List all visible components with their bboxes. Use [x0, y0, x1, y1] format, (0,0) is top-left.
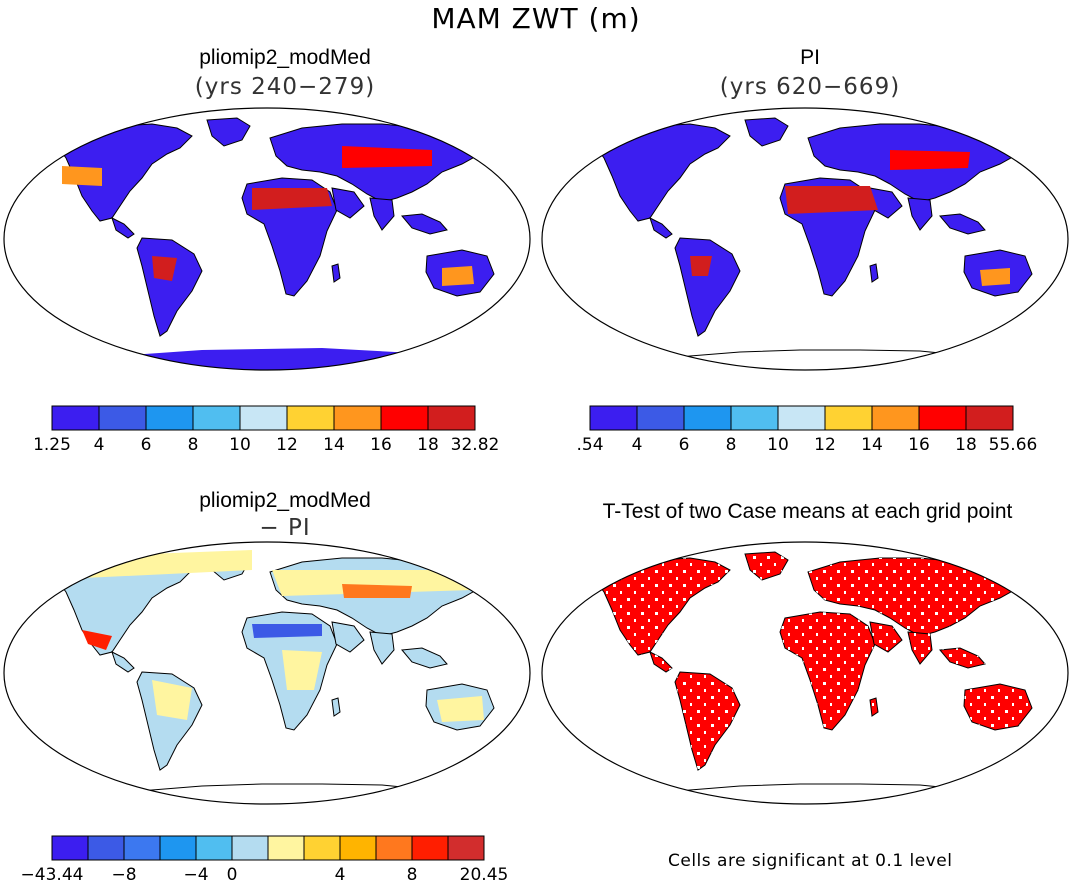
colorbar-pi-swatch — [918, 405, 967, 431]
colorbar-diff-swatch — [51, 835, 89, 861]
colorbar-modmed: 1.25 4 6 8 10 12 14 16 18 32.82 — [33, 405, 499, 455]
colorbar-diff-swatch — [375, 835, 413, 861]
colorbar-pi-tick-label: .54 — [576, 435, 603, 455]
colorbar-pi-tick-label: 10 — [767, 435, 789, 455]
colorbar-pi-tick-label: 16 — [908, 435, 930, 455]
map-diff — [3, 541, 531, 805]
colorbar-diff-swatch — [447, 835, 485, 861]
colorbar-diff-tick-label: −43.44 — [21, 865, 84, 885]
colorbar-pi-tick-label: 18 — [955, 435, 977, 455]
colorbar-modmed-tick-label: 16 — [370, 435, 392, 455]
colorbar-modmed-swatch — [286, 405, 335, 431]
map-pi — [541, 107, 1069, 371]
colorbar-diff-tick-label: 4 — [335, 865, 346, 885]
colorbar-pi-swatch — [730, 405, 779, 431]
colorbar-diff-tick-label: 8 — [407, 865, 418, 885]
significance-note: Cells are significant at 0.1 level — [668, 851, 953, 871]
figure-title: MAM ZWT (m) — [431, 2, 641, 35]
colorbar-modmed-tick-label: 18 — [417, 435, 439, 455]
colorbar-pi-tick-label: 4 — [632, 435, 643, 455]
colorbar-pi-tick-label: 8 — [726, 435, 737, 455]
colorbar-modmed-tick-label: 12 — [276, 435, 298, 455]
colorbar-modmed-swatch — [380, 405, 429, 431]
panel-title-modmed: pliomip2_modMed — [199, 46, 371, 69]
colorbar-diff-tick-label: −8 — [111, 865, 136, 885]
colorbar-modmed-tick-label: 8 — [188, 435, 199, 455]
colorbar-diff-swatch — [159, 835, 197, 861]
panel-title-pi: PI — [800, 46, 820, 69]
colorbar-diff-swatch — [231, 835, 269, 861]
colorbar-diff-swatch — [87, 835, 125, 861]
colorbar-pi-swatch — [824, 405, 873, 431]
colorbar-diff-swatch — [339, 835, 377, 861]
colorbar-modmed-tick-label: 6 — [141, 435, 152, 455]
colorbar-modmed-swatch — [333, 405, 382, 431]
colorbar-pi-swatch — [777, 405, 826, 431]
colorbar-pi-tick-label: 55.66 — [989, 435, 1038, 455]
colorbar-pi-swatch — [965, 405, 1014, 431]
colorbar-pi-tick-label: 12 — [814, 435, 836, 455]
colorbar-diff-swatch — [267, 835, 305, 861]
colorbar-modmed-tick-label: 32.82 — [451, 435, 500, 455]
colorbar-pi: .54 4 6 8 10 12 14 16 18 55.66 — [576, 405, 1037, 455]
colorbar-modmed-swatch — [427, 405, 476, 431]
panel-subtitle-diff: − PI — [259, 515, 311, 541]
map-ttest — [541, 541, 1069, 805]
colorbar-modmed-tick-label: 10 — [229, 435, 251, 455]
colorbar-modmed-swatch — [239, 405, 288, 431]
map-modmed — [3, 107, 531, 371]
colorbar-pi-swatch — [683, 405, 732, 431]
colorbar-pi-swatch — [636, 405, 685, 431]
colorbar-modmed-tick-label: 4 — [94, 435, 105, 455]
colorbar-pi-tick-label: 14 — [861, 435, 883, 455]
colorbar-diff-swatch — [195, 835, 233, 861]
panel-title-ttest: T-Test of two Case means at each grid po… — [602, 500, 1013, 523]
colorbar-diff-swatch — [303, 835, 341, 861]
colorbar-pi-swatch — [871, 405, 920, 431]
colorbar-modmed-swatch — [51, 405, 100, 431]
colorbar-diff-tick-label: 20.45 — [460, 865, 509, 885]
colorbar-pi-swatch — [589, 405, 638, 431]
colorbar-modmed-tick-label: 14 — [323, 435, 345, 455]
colorbar-diff-swatch — [411, 835, 449, 861]
colorbar-diff: −43.44 −8 −4 0 4 8 20.45 — [21, 835, 508, 885]
colorbar-diff-tick-label: 0 — [227, 865, 238, 885]
colorbar-diff-swatch — [123, 835, 161, 861]
colorbar-pi-tick-label: 6 — [679, 435, 690, 455]
panel-subtitle-pi: (yrs 620−669) — [719, 74, 901, 100]
panel-title-diff: pliomip2_modMed — [199, 489, 371, 512]
colorbar-modmed-swatch — [145, 405, 194, 431]
colorbar-modmed-tick-label: 1.25 — [33, 435, 71, 455]
colorbar-modmed-swatch — [192, 405, 241, 431]
colorbar-diff-tick-label: −4 — [183, 865, 208, 885]
panel-subtitle-modmed: (yrs 240−279) — [194, 74, 376, 100]
colorbar-modmed-swatch — [98, 405, 147, 431]
